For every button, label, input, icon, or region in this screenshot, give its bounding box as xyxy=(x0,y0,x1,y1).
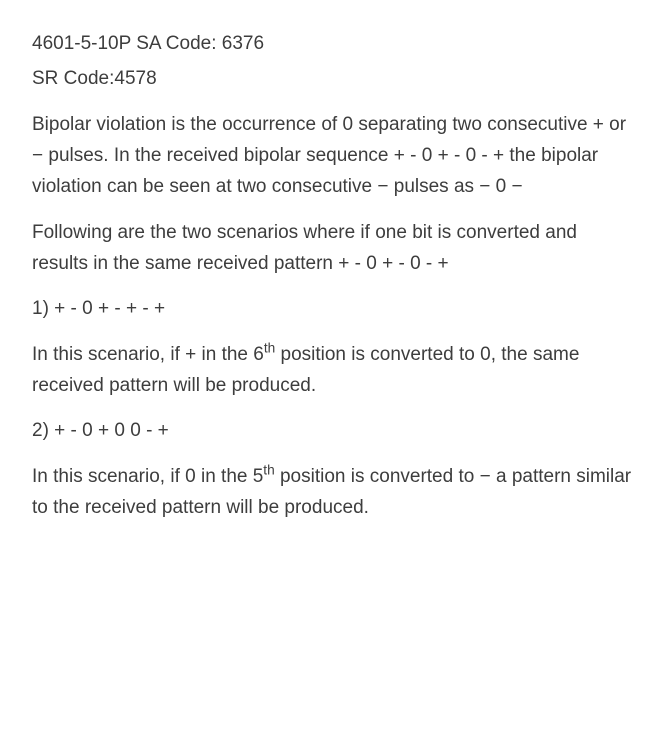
scenario-2-text-a: In this scenario, if 0 in the 5 xyxy=(32,466,263,487)
scenario-2-pattern: 2) + - 0 + 0 0 - + xyxy=(32,415,636,446)
header-code-1: 4601-5-10P SA Code: 6376 xyxy=(32,28,636,59)
header-code-2: SR Code:4578 xyxy=(32,63,636,94)
scenario-1-ordinal: th xyxy=(264,340,275,355)
paragraph-scenarios-intro: Following are the two scenarios where if… xyxy=(32,217,636,280)
scenario-1-explanation: In this scenario, if + in the 6th positi… xyxy=(32,339,636,402)
scenario-2-ordinal: th xyxy=(263,462,274,477)
scenario-1-text-a: In this scenario, if + in the 6 xyxy=(32,344,264,365)
paragraph-definition: Bipolar violation is the occurrence of 0… xyxy=(32,109,636,203)
scenario-1-pattern: 1) + - 0 + - + - + xyxy=(32,293,636,324)
scenario-2-explanation: In this scenario, if 0 in the 5th positi… xyxy=(32,461,636,524)
